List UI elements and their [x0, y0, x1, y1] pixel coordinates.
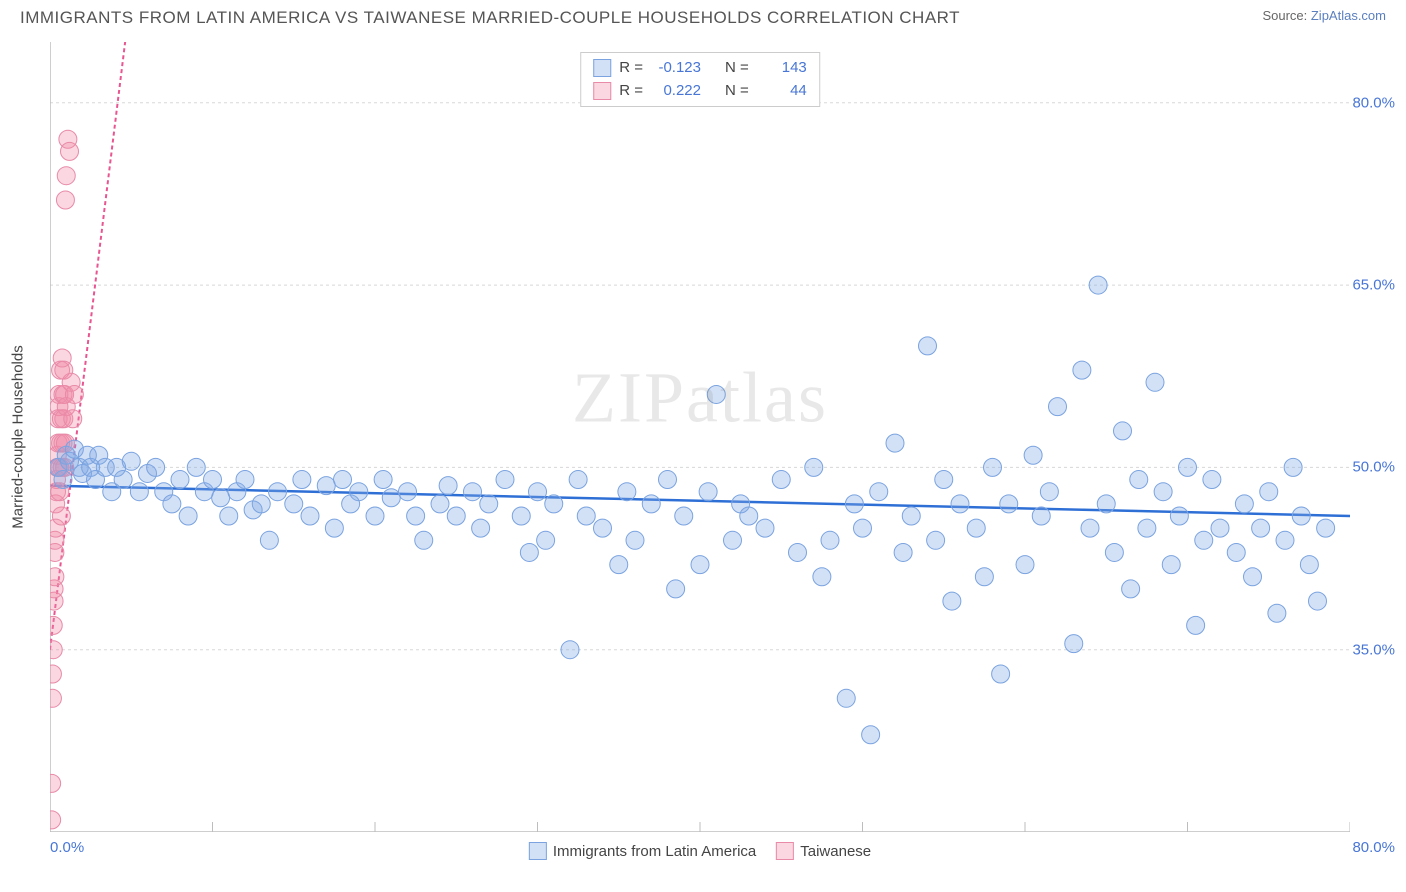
y-tick-label: 80.0% [1352, 94, 1395, 111]
n-label: N = [725, 80, 749, 103]
swatch-latin-icon [529, 842, 547, 860]
legend-label-taiwanese: Taiwanese [800, 843, 871, 860]
header: IMMIGRANTS FROM LATIN AMERICA VS TAIWANE… [0, 0, 1406, 32]
r-value-taiwanese: 0.222 [651, 80, 701, 103]
source-prefix: Source: [1262, 8, 1310, 23]
scatter-plot [50, 42, 1350, 832]
chart-area: Married-couple Households R = -0.123 N =… [50, 42, 1350, 832]
x-max-label: 80.0% [1352, 839, 1395, 856]
n-value-taiwanese: 44 [757, 80, 807, 103]
swatch-taiwanese-icon [776, 842, 794, 860]
legend-series: Immigrants from Latin America Taiwanese [529, 842, 871, 860]
r-label: R = [619, 57, 643, 80]
swatch-taiwanese-icon [593, 82, 611, 100]
r-value-latin: -0.123 [651, 57, 701, 80]
legend-row-latin: R = -0.123 N = 143 [593, 57, 807, 80]
legend-item-taiwanese: Taiwanese [776, 842, 871, 860]
y-tick-label: 50.0% [1352, 459, 1395, 476]
legend-item-latin: Immigrants from Latin America [529, 842, 756, 860]
legend-correlation: R = -0.123 N = 143 R = 0.222 N = 44 [580, 52, 820, 107]
y-tick-label: 35.0% [1352, 641, 1395, 658]
y-axis-label: Married-couple Households [10, 345, 27, 528]
legend-label-latin: Immigrants from Latin America [553, 843, 756, 860]
chart-title: IMMIGRANTS FROM LATIN AMERICA VS TAIWANE… [20, 8, 960, 28]
source-link[interactable]: ZipAtlas.com [1311, 8, 1386, 23]
y-tick-label: 65.0% [1352, 277, 1395, 294]
swatch-latin-icon [593, 59, 611, 77]
x-origin-label: 0.0% [50, 839, 84, 856]
r-label: R = [619, 80, 643, 103]
source: Source: ZipAtlas.com [1262, 8, 1386, 23]
legend-row-taiwanese: R = 0.222 N = 44 [593, 80, 807, 103]
n-label: N = [725, 57, 749, 80]
n-value-latin: 143 [757, 57, 807, 80]
